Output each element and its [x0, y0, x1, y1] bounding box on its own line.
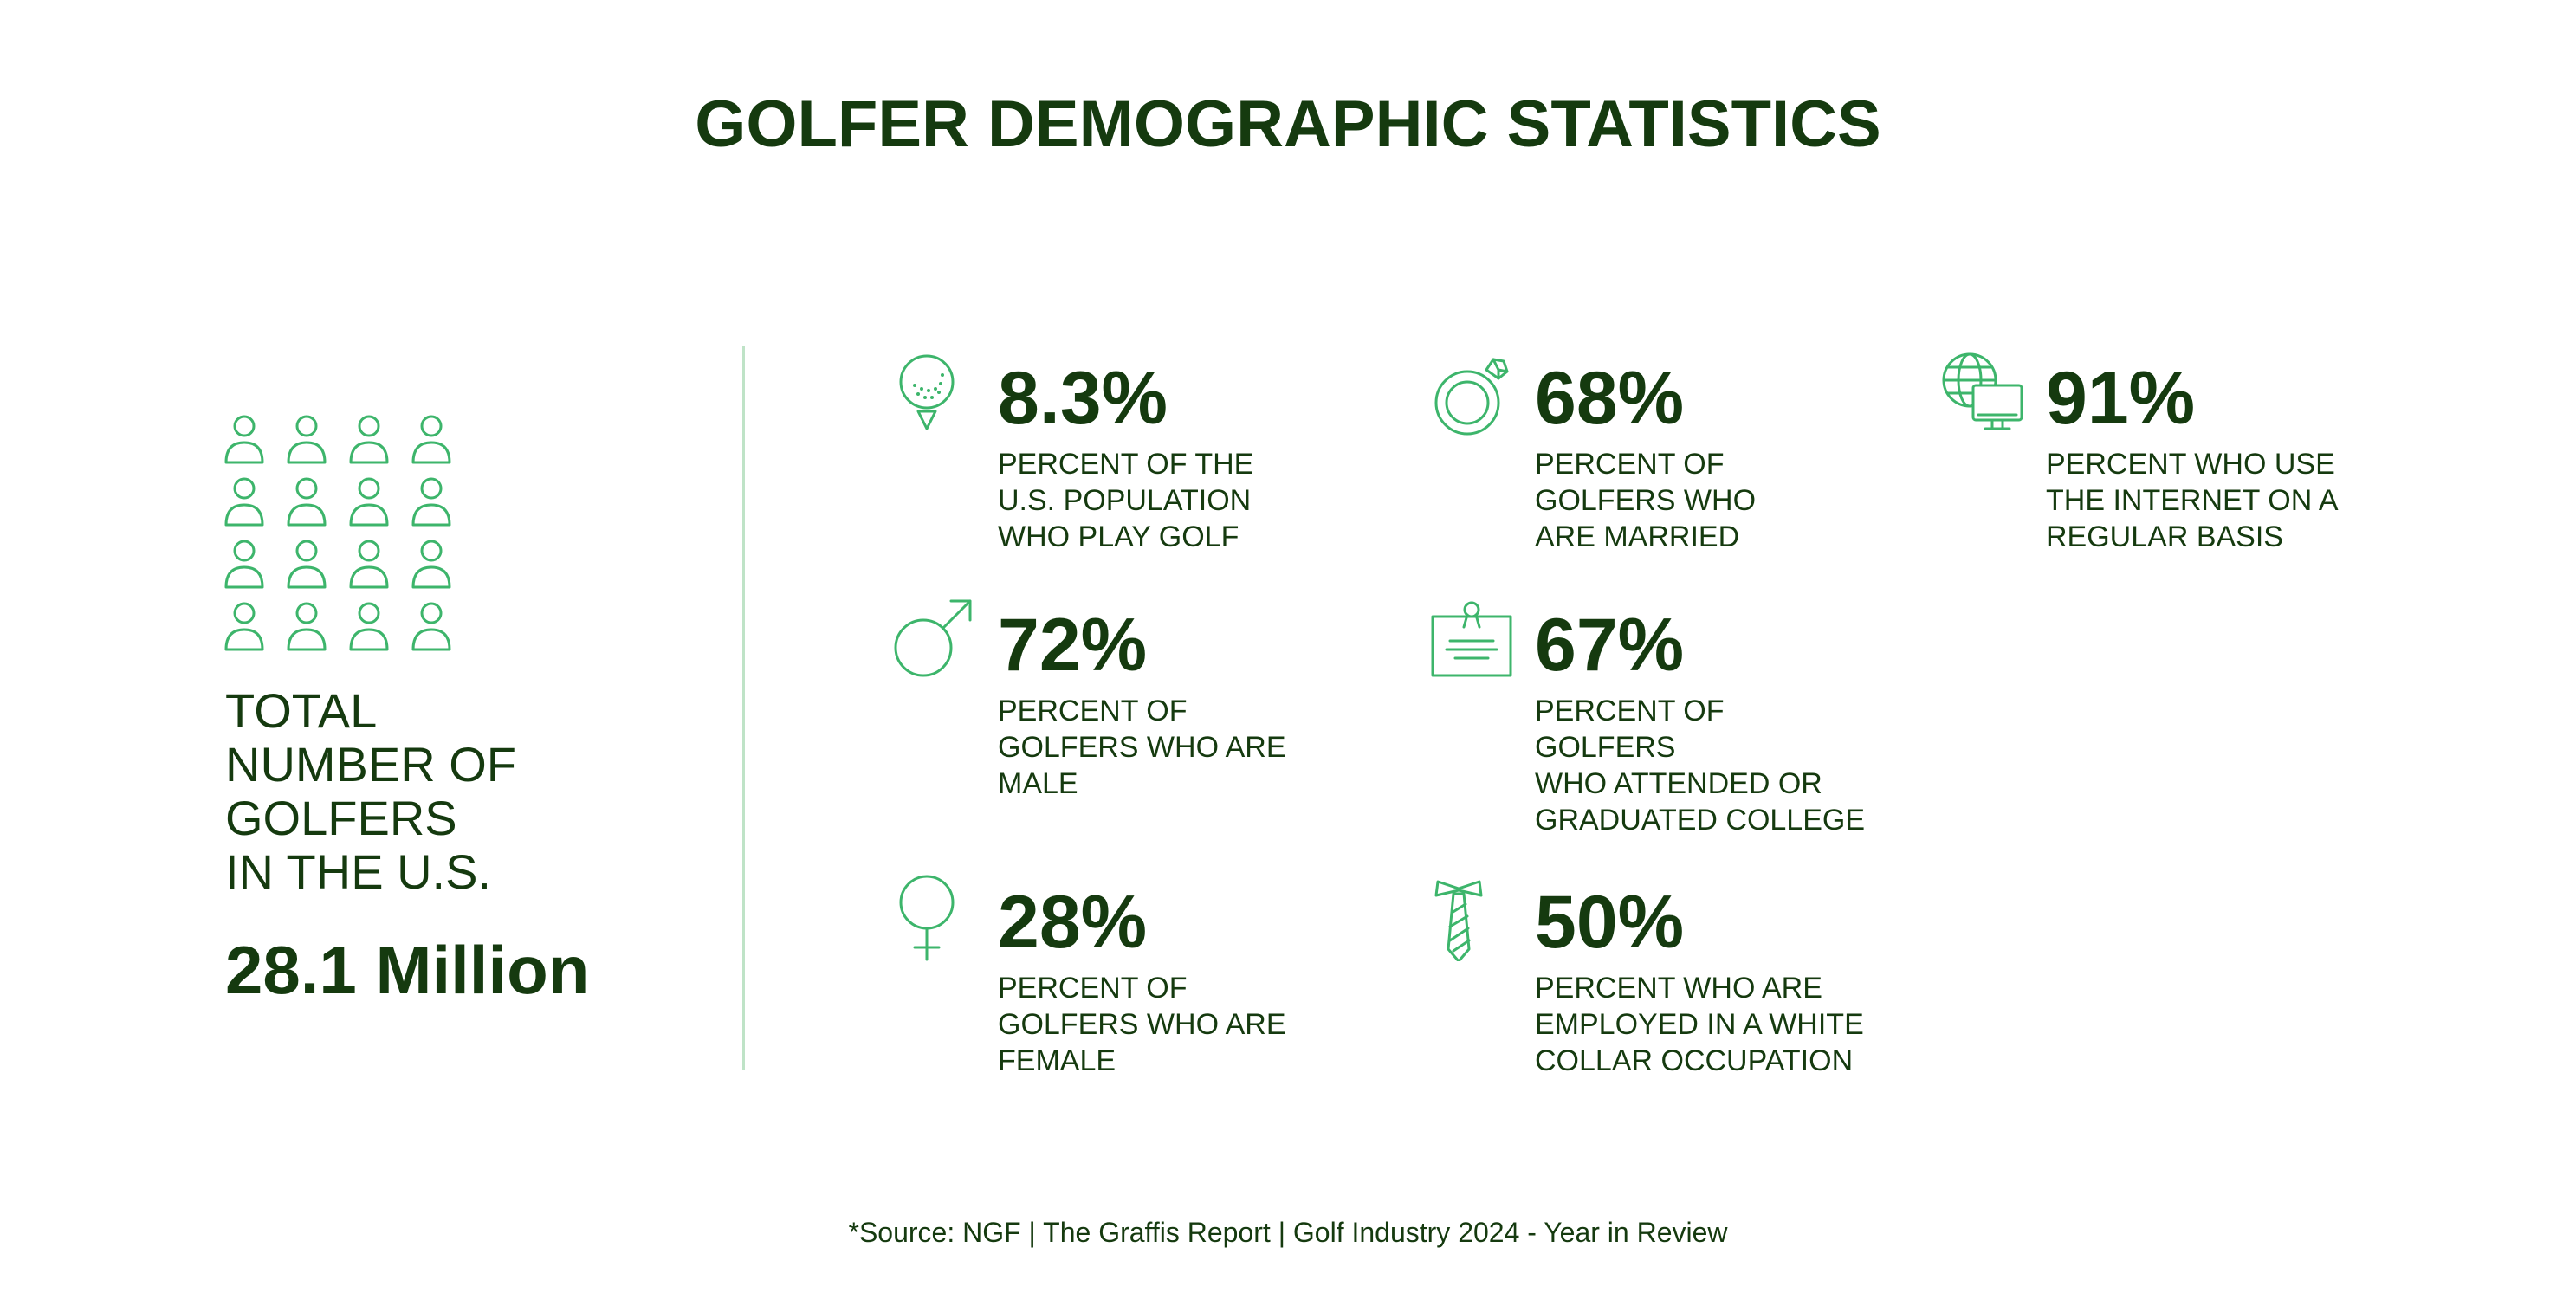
total-label-line: NUMBER OF — [225, 737, 516, 792]
stat-line: PERCENT OF — [998, 695, 1188, 727]
diploma-certificate-icon — [1431, 601, 1512, 677]
stat-line: GOLFERS — [1535, 731, 1676, 764]
stat-description: PERCENT OF GOLFERS WHO ARE MARRIED — [1535, 446, 1899, 555]
stat-value: 8.3% — [998, 357, 1168, 440]
stat-line: REGULAR BASIS — [2046, 520, 2283, 553]
person-icon — [349, 415, 389, 464]
stat-line: PERCENT WHO ARE — [1535, 972, 1822, 1005]
people-grid-icon — [223, 414, 473, 663]
stat-line: GOLFERS WHO ARE — [998, 1008, 1286, 1041]
person-icon — [411, 477, 451, 527]
person-icon — [224, 540, 264, 589]
stat-value: 91% — [2046, 357, 2196, 440]
person-icon — [349, 540, 389, 589]
total-label-line: GOLFERS — [225, 791, 457, 845]
diamond-ring-icon — [1434, 358, 1509, 436]
male-symbol-icon — [894, 599, 972, 677]
stat-line: U.S. POPULATION — [998, 484, 1252, 517]
stat-line: GRADUATED COLLEGE — [1535, 804, 1866, 837]
stat-line: PERCENT OF THE — [998, 448, 1254, 481]
stat-value: 28% — [998, 881, 1148, 964]
stat-line: WHO ATTENDED OR — [1535, 767, 1822, 800]
vertical-divider — [742, 346, 745, 1070]
stat-line: COLLAR OCCUPATION — [1535, 1044, 1854, 1077]
stat-line: GOLFERS WHO — [1535, 484, 1757, 517]
total-golfers-label: TOTAL NUMBER OF GOLFERS IN THE U.S. — [225, 684, 676, 899]
female-symbol-icon — [899, 875, 955, 961]
stat-description: PERCENT OF GOLFERS WHO ARE FEMALE — [998, 970, 1362, 1079]
person-icon — [411, 602, 451, 651]
stat-line: FEMALE — [998, 1044, 1116, 1077]
person-icon — [411, 540, 451, 589]
stat-line: EMPLOYED IN A WHITE — [1535, 1008, 1864, 1041]
globe-computer-icon — [1942, 352, 2023, 430]
page-title: GOLFER DEMOGRAPHIC STATISTICS — [695, 87, 1881, 161]
stat-line: PERCENT OF — [998, 972, 1188, 1005]
person-icon — [224, 415, 264, 464]
stat-value: 68% — [1535, 357, 1685, 440]
stat-line: WHO PLAY GOLF — [998, 520, 1239, 553]
stat-description: PERCENT OF GOLFERS WHO ATTENDED OR GRADU… — [1535, 693, 1899, 838]
person-icon — [349, 602, 389, 651]
stat-description: PERCENT WHO USE THE INTERNET ON A REGULA… — [2046, 446, 2410, 555]
person-icon — [349, 477, 389, 527]
person-icon — [411, 415, 451, 464]
total-label-line: IN THE U.S. — [225, 844, 492, 899]
necktie-icon — [1434, 880, 1483, 961]
stat-line: GOLFERS WHO ARE — [998, 731, 1286, 764]
stat-value: 67% — [1535, 604, 1685, 687]
total-label-line: TOTAL — [225, 683, 378, 738]
person-icon — [287, 540, 327, 589]
golf-ball-on-tee-icon — [899, 354, 955, 430]
stat-description: PERCENT OF GOLFERS WHO ARE MALE — [998, 693, 1362, 802]
stat-description: PERCENT WHO ARE EMPLOYED IN A WHITE COLL… — [1535, 970, 1899, 1079]
stat-line: ARE MARRIED — [1535, 520, 1740, 553]
source-note: *Source: NGF | The Graffis Report | Golf… — [848, 1217, 1728, 1248]
stat-value: 72% — [998, 604, 1148, 687]
person-icon — [287, 415, 327, 464]
stat-line: THE INTERNET ON A — [2046, 484, 2339, 517]
person-icon — [224, 477, 264, 527]
person-icon — [287, 602, 327, 651]
stat-value: 50% — [1535, 881, 1685, 964]
stat-line: PERCENT OF — [1535, 695, 1725, 727]
stat-line: MALE — [998, 767, 1078, 800]
total-golfers-value: 28.1 Million — [225, 932, 590, 1008]
stat-description: PERCENT OF THE U.S. POPULATION WHO PLAY … — [998, 446, 1362, 555]
person-icon — [224, 602, 264, 651]
person-icon — [287, 477, 327, 527]
stat-line: PERCENT WHO USE — [2046, 448, 2335, 481]
stat-line: PERCENT OF — [1535, 448, 1725, 481]
